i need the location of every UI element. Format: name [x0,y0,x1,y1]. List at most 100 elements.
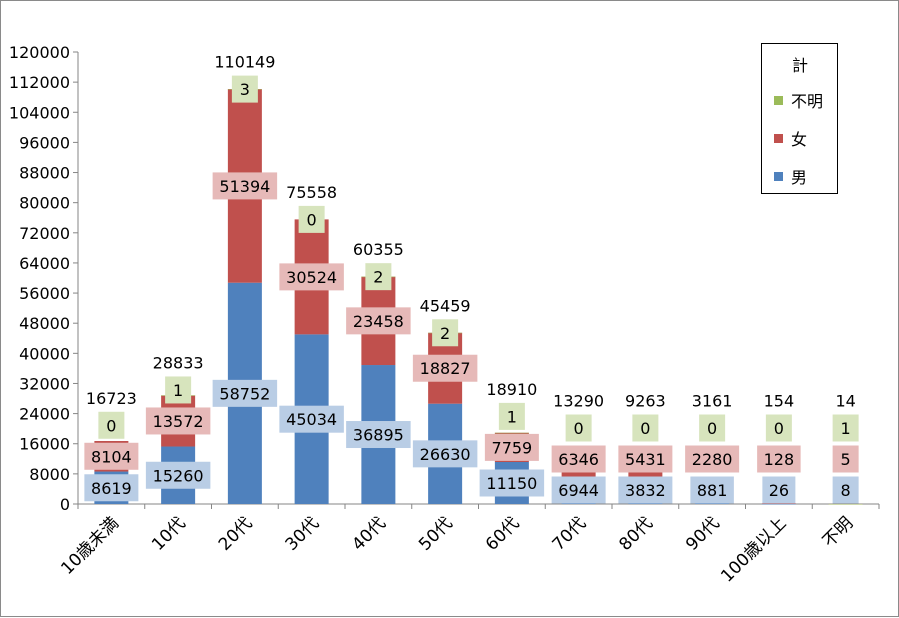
data-label-box [685,445,740,473]
data-label-box [690,476,734,504]
bar-segment [761,503,796,505]
y-tick-label: 56000 [19,284,70,303]
data-label: 36895 [353,426,404,445]
data-label: 8 [841,481,851,500]
data-label-box [298,205,325,233]
data-label: 51394 [219,177,270,196]
x-category-label: 不明 [819,513,857,551]
data-label-box [84,442,139,470]
data-label: 18827 [420,359,471,378]
y-tick-label: 112000 [9,73,70,92]
y-tick-label: 32000 [19,374,70,393]
data-label: 13572 [153,412,204,431]
total-label: 154 [764,392,795,411]
total-label: 16723 [86,389,137,408]
y-tick-label: 96000 [19,133,70,152]
data-label: 3832 [625,481,666,500]
data-label-box [757,445,801,473]
x-category-label: 50代 [415,513,456,554]
data-label: 0 [774,419,784,438]
data-label-box [145,461,211,489]
x-category-label: 20代 [215,513,256,554]
legend-label-unknown: 不明 [791,92,824,111]
data-label-box [346,307,411,335]
x-category-label: 70代 [549,513,590,554]
data-label-box [165,376,192,404]
data-label-box [832,445,859,473]
legend-item-female: 女 [774,128,808,149]
data-label: 3 [240,80,250,99]
data-label-box [551,476,606,504]
data-label: 2 [440,324,450,343]
data-label-box [432,319,459,347]
x-category-label: 40代 [348,513,389,554]
data-label: 0 [707,419,717,438]
data-label: 5 [841,450,851,469]
data-label: 23458 [353,312,404,331]
total-label: 60355 [353,240,404,259]
bar-segment [761,503,796,504]
y-tick-label: 0 [60,495,70,514]
y-tick-label: 48000 [19,314,70,333]
total-label: 75558 [286,183,337,202]
total-label: 45459 [420,296,471,315]
data-label: 6346 [558,450,599,469]
data-label: 0 [106,416,116,435]
x-category-label: 30代 [282,513,323,554]
legend-title: 計 [792,56,809,75]
data-label: 1 [841,419,851,438]
total-label: 18910 [486,380,537,399]
data-label: 2 [373,268,383,287]
data-label-box [412,354,478,382]
data-label: 1 [173,381,183,400]
x-category-label: 60代 [482,513,523,554]
legend-item-male: 男 [774,166,808,187]
data-label: 26 [769,481,789,500]
data-label-box [498,402,525,430]
data-label-box [412,440,478,468]
total-label: 13290 [553,392,604,411]
total-label: 9263 [625,392,666,411]
data-label-box [479,469,545,497]
total-label: 28833 [153,353,204,372]
data-label-box [98,411,125,439]
y-tick-label: 88000 [19,164,70,183]
legend-swatch-female [774,133,783,143]
y-tick-label: 72000 [19,224,70,243]
data-label: 30524 [286,268,337,287]
legend-label-male: 男 [791,168,808,187]
y-tick-label: 16000 [19,435,70,454]
data-label-box [484,433,539,461]
legend-swatch-unknown [774,95,783,105]
y-tick-label: 24000 [19,405,70,424]
data-label-box [231,75,258,103]
total-label: 110149 [214,53,275,72]
data-label-box [618,445,673,473]
x-category-label: 10代 [148,513,189,554]
data-label-box [762,476,796,504]
x-category-label: 80代 [615,513,656,554]
data-label-box [212,379,278,407]
data-label-box [765,414,792,442]
data-label: 2280 [692,450,733,469]
data-label-box [346,421,411,449]
legend-label-female: 女 [791,130,808,149]
data-label: 5431 [625,450,666,469]
total-label: 3161 [692,392,733,411]
data-label-box [365,263,392,291]
data-label-box [551,445,606,473]
data-label-box [84,474,139,502]
data-label-box [279,263,344,291]
total-label: 14 [835,392,855,411]
y-tick-label: 8000 [29,465,70,484]
bar-segment [494,432,529,434]
data-label-box [699,414,726,442]
data-label-box [618,476,673,504]
data-label: 26630 [420,445,471,464]
data-label-box [832,476,859,504]
data-label-box [145,407,211,435]
data-label: 128 [764,450,795,469]
y-tick-label: 104000 [9,103,70,122]
data-label: 0 [574,419,584,438]
